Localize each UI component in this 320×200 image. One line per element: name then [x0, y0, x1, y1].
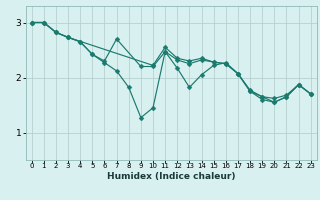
X-axis label: Humidex (Indice chaleur): Humidex (Indice chaleur)	[107, 172, 236, 181]
